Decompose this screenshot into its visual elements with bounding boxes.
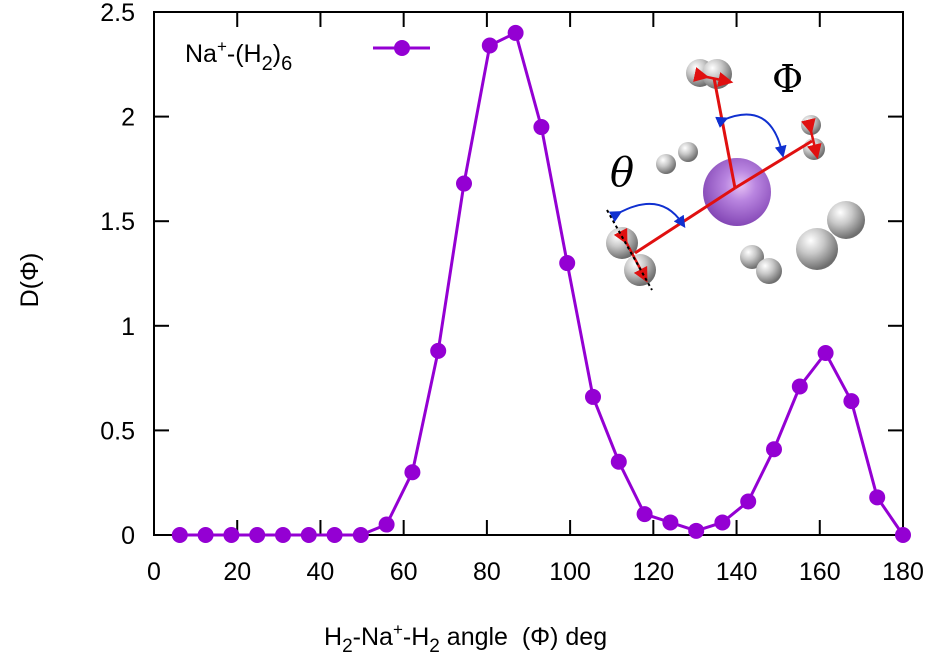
data-point-marker <box>843 393 860 410</box>
data-point-marker <box>352 527 369 543</box>
h2-atom <box>740 245 764 269</box>
y-axis-label: D(Φ) <box>16 253 44 308</box>
x-tick-label: 40 <box>307 558 335 586</box>
x-tick-label: 80 <box>473 558 501 586</box>
data-point-marker <box>740 493 757 510</box>
h2-atom <box>702 59 732 89</box>
h2-atom <box>827 201 865 239</box>
y-tick-label: 2 <box>121 104 135 132</box>
data-point-marker <box>456 175 473 192</box>
data-point-marker <box>610 453 627 470</box>
x-axis-label: H2-Na+-H2 angle (Φ) deg <box>324 620 607 657</box>
data-point-marker <box>249 527 266 543</box>
legend: Na+-(H2)6 <box>185 37 430 75</box>
series-line <box>179 31 905 537</box>
data-point-marker <box>766 441 783 458</box>
x-axis-ticks: 0 20 40 60 80 100 120 140 160 180 <box>147 12 924 586</box>
x-tick-label: 180 <box>882 558 924 586</box>
series-na-h2-6 <box>171 24 911 543</box>
data-point-marker <box>584 388 601 405</box>
data-point-marker <box>688 522 705 539</box>
data-point-marker <box>274 527 291 543</box>
data-point-marker <box>171 527 188 543</box>
h2-axis-arrow <box>800 117 822 160</box>
data-point-marker <box>559 255 576 272</box>
h2-atom <box>756 258 782 284</box>
na-ion-sphere <box>703 158 771 226</box>
data-point-marker <box>481 37 498 54</box>
x-tick-label: 120 <box>632 558 674 586</box>
data-point-marker <box>817 344 834 361</box>
data-point-marker <box>533 119 550 136</box>
phi-label: Φ <box>772 57 803 101</box>
data-point-marker <box>197 527 214 543</box>
x-tick-label: 160 <box>799 558 841 586</box>
h2-atom <box>796 228 838 270</box>
data-point-marker <box>404 464 421 481</box>
data-point-marker <box>714 514 731 531</box>
data-point-marker <box>662 514 679 531</box>
y-tick-label: 1.5 <box>100 208 135 236</box>
data-point-marker <box>636 506 653 523</box>
data-point-marker <box>223 527 240 543</box>
data-point-marker <box>430 342 447 359</box>
theta-label: θ <box>610 150 634 196</box>
data-point-marker <box>869 489 886 506</box>
legend-marker-icon <box>394 40 410 56</box>
h2-axis-arrow <box>693 67 734 87</box>
x-tick-label: 20 <box>223 558 251 586</box>
data-point-marker <box>791 378 808 395</box>
phi-angle-arc <box>715 113 787 158</box>
y-tick-label: 1 <box>121 313 135 341</box>
data-point-marker <box>507 24 524 41</box>
bond-vector <box>734 139 813 190</box>
y-tick-label: 0.5 <box>100 417 135 445</box>
theta-angle-arc <box>608 202 686 228</box>
data-point-marker <box>378 516 395 533</box>
y-axis-ticks: 0 0.5 1 1.5 2 2.5 <box>100 0 903 550</box>
inset-molecule-diagram: Φ θ <box>606 57 865 291</box>
data-point-marker <box>895 527 911 543</box>
y-tick-label: 2.5 <box>100 0 135 27</box>
x-tick-label: 0 <box>147 558 161 586</box>
data-point-marker <box>300 527 317 543</box>
h2-atom <box>656 154 676 174</box>
x-tick-label: 140 <box>716 558 758 586</box>
plot-frame <box>153 11 904 536</box>
legend-label: Na+-(H2)6 <box>185 37 292 75</box>
h2-atom <box>678 142 698 162</box>
x-tick-label: 100 <box>549 558 591 586</box>
y-tick-label: 0 <box>121 522 135 550</box>
x-tick-label: 60 <box>390 558 418 586</box>
data-point-marker <box>326 527 343 543</box>
